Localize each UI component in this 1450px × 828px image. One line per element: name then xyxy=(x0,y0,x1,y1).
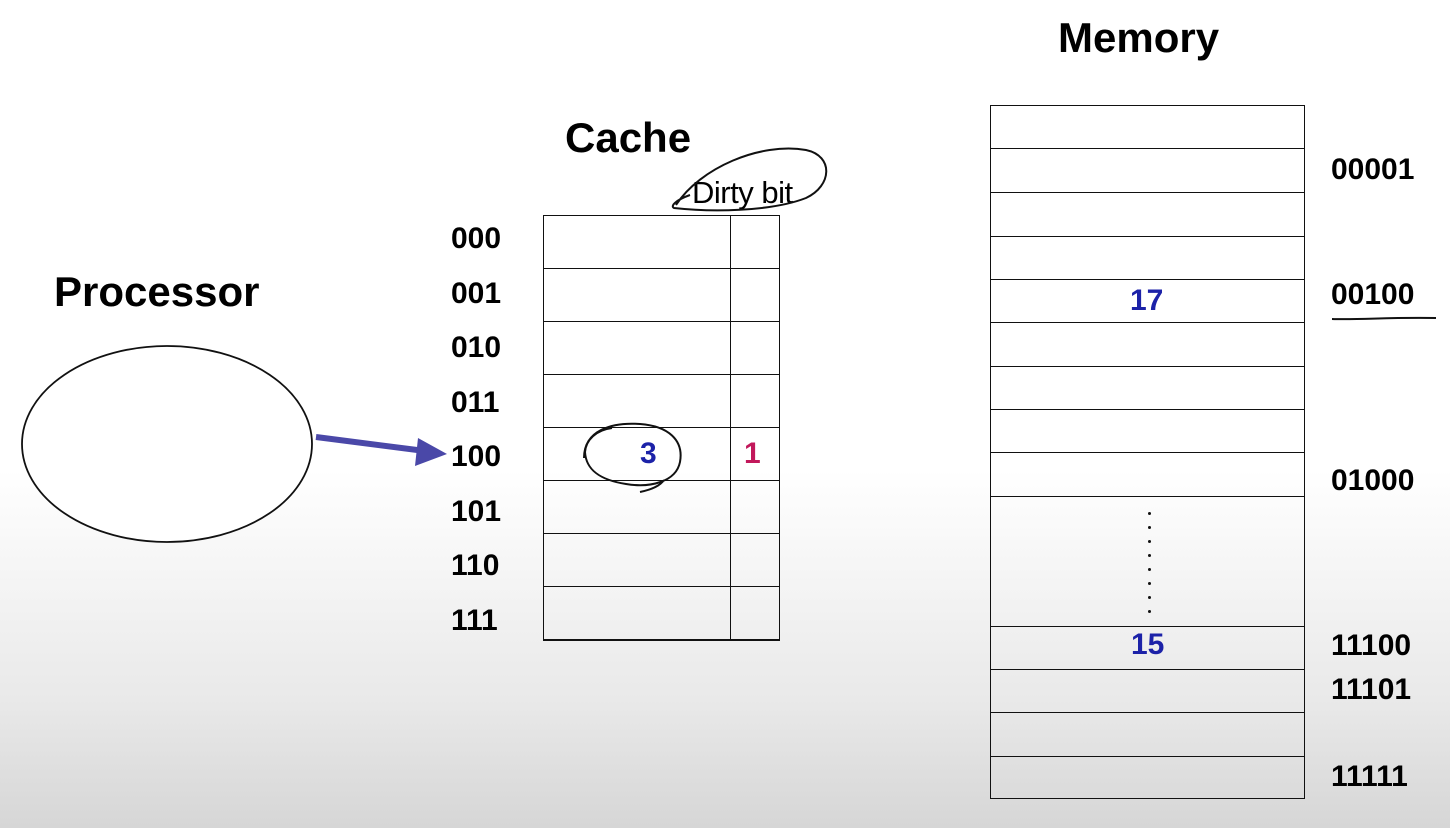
cache-row xyxy=(544,481,779,534)
memory-table xyxy=(990,105,1305,799)
cache-address: 011 xyxy=(451,386,500,419)
cache-address: 110 xyxy=(451,549,500,582)
memory-row xyxy=(991,627,1304,670)
memory-value: 15 xyxy=(1131,628,1165,661)
memory-title: Memory xyxy=(1058,14,1220,61)
memory-address: 11100 xyxy=(1331,629,1412,662)
dirty-bit-circle-annotation xyxy=(671,147,828,212)
cache-row xyxy=(544,375,779,428)
memory-row xyxy=(991,193,1304,237)
memory-gap-row xyxy=(991,497,1304,627)
cache-row xyxy=(544,322,779,375)
memory-row xyxy=(991,323,1304,367)
cache-row xyxy=(544,534,779,587)
memory-row xyxy=(991,410,1304,453)
cache-row xyxy=(544,587,779,640)
memory-row xyxy=(991,149,1304,193)
memory-address: 11111 xyxy=(1331,760,1408,793)
cache-address: 101 xyxy=(451,495,502,528)
dirty-bit-column-divider xyxy=(730,216,731,640)
cache-value: 3 xyxy=(640,437,657,470)
memory-row xyxy=(991,280,1304,323)
memory-address: 00001 xyxy=(1331,153,1415,186)
memory-row xyxy=(991,106,1304,149)
memory-row xyxy=(991,670,1304,713)
processor-ellipse xyxy=(21,345,313,543)
cache-row xyxy=(544,428,779,481)
memory-value: 17 xyxy=(1130,284,1164,317)
ellipsis-dots xyxy=(1148,512,1152,624)
memory-row xyxy=(991,453,1304,497)
cache-table xyxy=(543,215,780,641)
dirty-bit-label: Dirty bit xyxy=(692,175,793,210)
memory-row xyxy=(991,713,1304,757)
memory-address: 01000 xyxy=(1331,464,1415,497)
cache-address: 010 xyxy=(451,331,502,364)
cache-row xyxy=(544,269,779,322)
value-circle-annotation xyxy=(583,422,682,493)
memory-address: 11101 xyxy=(1331,673,1412,706)
cache-row xyxy=(544,216,779,269)
cache-address: 100 xyxy=(451,440,502,473)
memory-address: 00100 xyxy=(1331,278,1415,311)
cache-address: 001 xyxy=(451,277,502,310)
address-underline-annotation xyxy=(1331,316,1437,321)
cache-title: Cache xyxy=(565,114,692,161)
cache-address: 000 xyxy=(451,222,502,255)
memory-row xyxy=(991,237,1304,280)
dirty-bit-value: 1 xyxy=(744,437,761,470)
processor-title: Processor xyxy=(54,268,260,315)
memory-row xyxy=(991,367,1304,410)
cache-address: 111 xyxy=(451,604,498,637)
arrow-icon xyxy=(315,434,447,466)
